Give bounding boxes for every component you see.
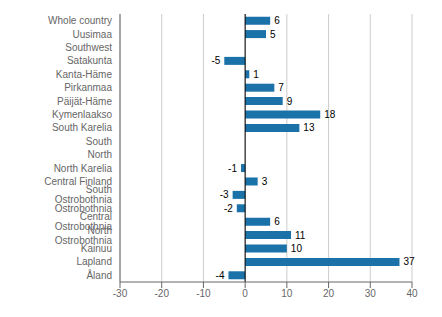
svg-text:3: 3 (262, 176, 268, 187)
svg-text:Southwest: Southwest (65, 42, 112, 53)
svg-text:South Karelia: South Karelia (52, 122, 112, 133)
svg-text:30: 30 (365, 288, 377, 299)
svg-text:North: North (88, 149, 112, 160)
svg-text:10: 10 (291, 243, 303, 254)
svg-text:11: 11 (295, 230, 306, 241)
svg-text:Uusimaa: Uusimaa (73, 29, 113, 40)
svg-text:-30: -30 (113, 288, 128, 299)
svg-text:37: 37 (403, 256, 415, 267)
svg-text:0: 0 (242, 288, 248, 299)
svg-text:-4: -4 (216, 270, 225, 281)
svg-text:5: 5 (270, 29, 276, 40)
svg-text:Kainuu: Kainuu (81, 243, 112, 254)
svg-text:Åland: Åland (86, 269, 112, 281)
svg-text:6: 6 (274, 216, 280, 227)
svg-text:20: 20 (323, 288, 335, 299)
svg-text:Kanta-Häme: Kanta-Häme (56, 69, 113, 80)
svg-text:6: 6 (274, 15, 280, 26)
svg-text:-5: -5 (211, 55, 220, 66)
svg-text:40: 40 (406, 288, 418, 299)
svg-text:Kymenlaakso: Kymenlaakso (52, 109, 112, 120)
svg-text:-10: -10 (196, 288, 211, 299)
svg-text:9: 9 (287, 96, 293, 107)
svg-text:North Karelia: North Karelia (54, 163, 113, 174)
svg-text:10: 10 (281, 288, 293, 299)
svg-text:South: South (86, 136, 112, 147)
svg-text:-3: -3 (220, 189, 229, 200)
svg-text:18: 18 (324, 109, 336, 120)
svg-text:Whole country: Whole country (48, 15, 112, 26)
svg-text:-2: -2 (224, 203, 233, 214)
svg-text:Lapland: Lapland (76, 256, 112, 267)
svg-text:Pirkanmaa: Pirkanmaa (64, 82, 112, 93)
svg-text:Satakunta: Satakunta (67, 55, 112, 66)
svg-text:-20: -20 (154, 288, 169, 299)
svg-text:-1: -1 (228, 163, 237, 174)
svg-text:13: 13 (303, 122, 315, 133)
svg-text:1: 1 (253, 69, 259, 80)
svg-text:Päijät-Häme: Päijät-Häme (57, 96, 112, 107)
svg-text:7: 7 (278, 82, 284, 93)
